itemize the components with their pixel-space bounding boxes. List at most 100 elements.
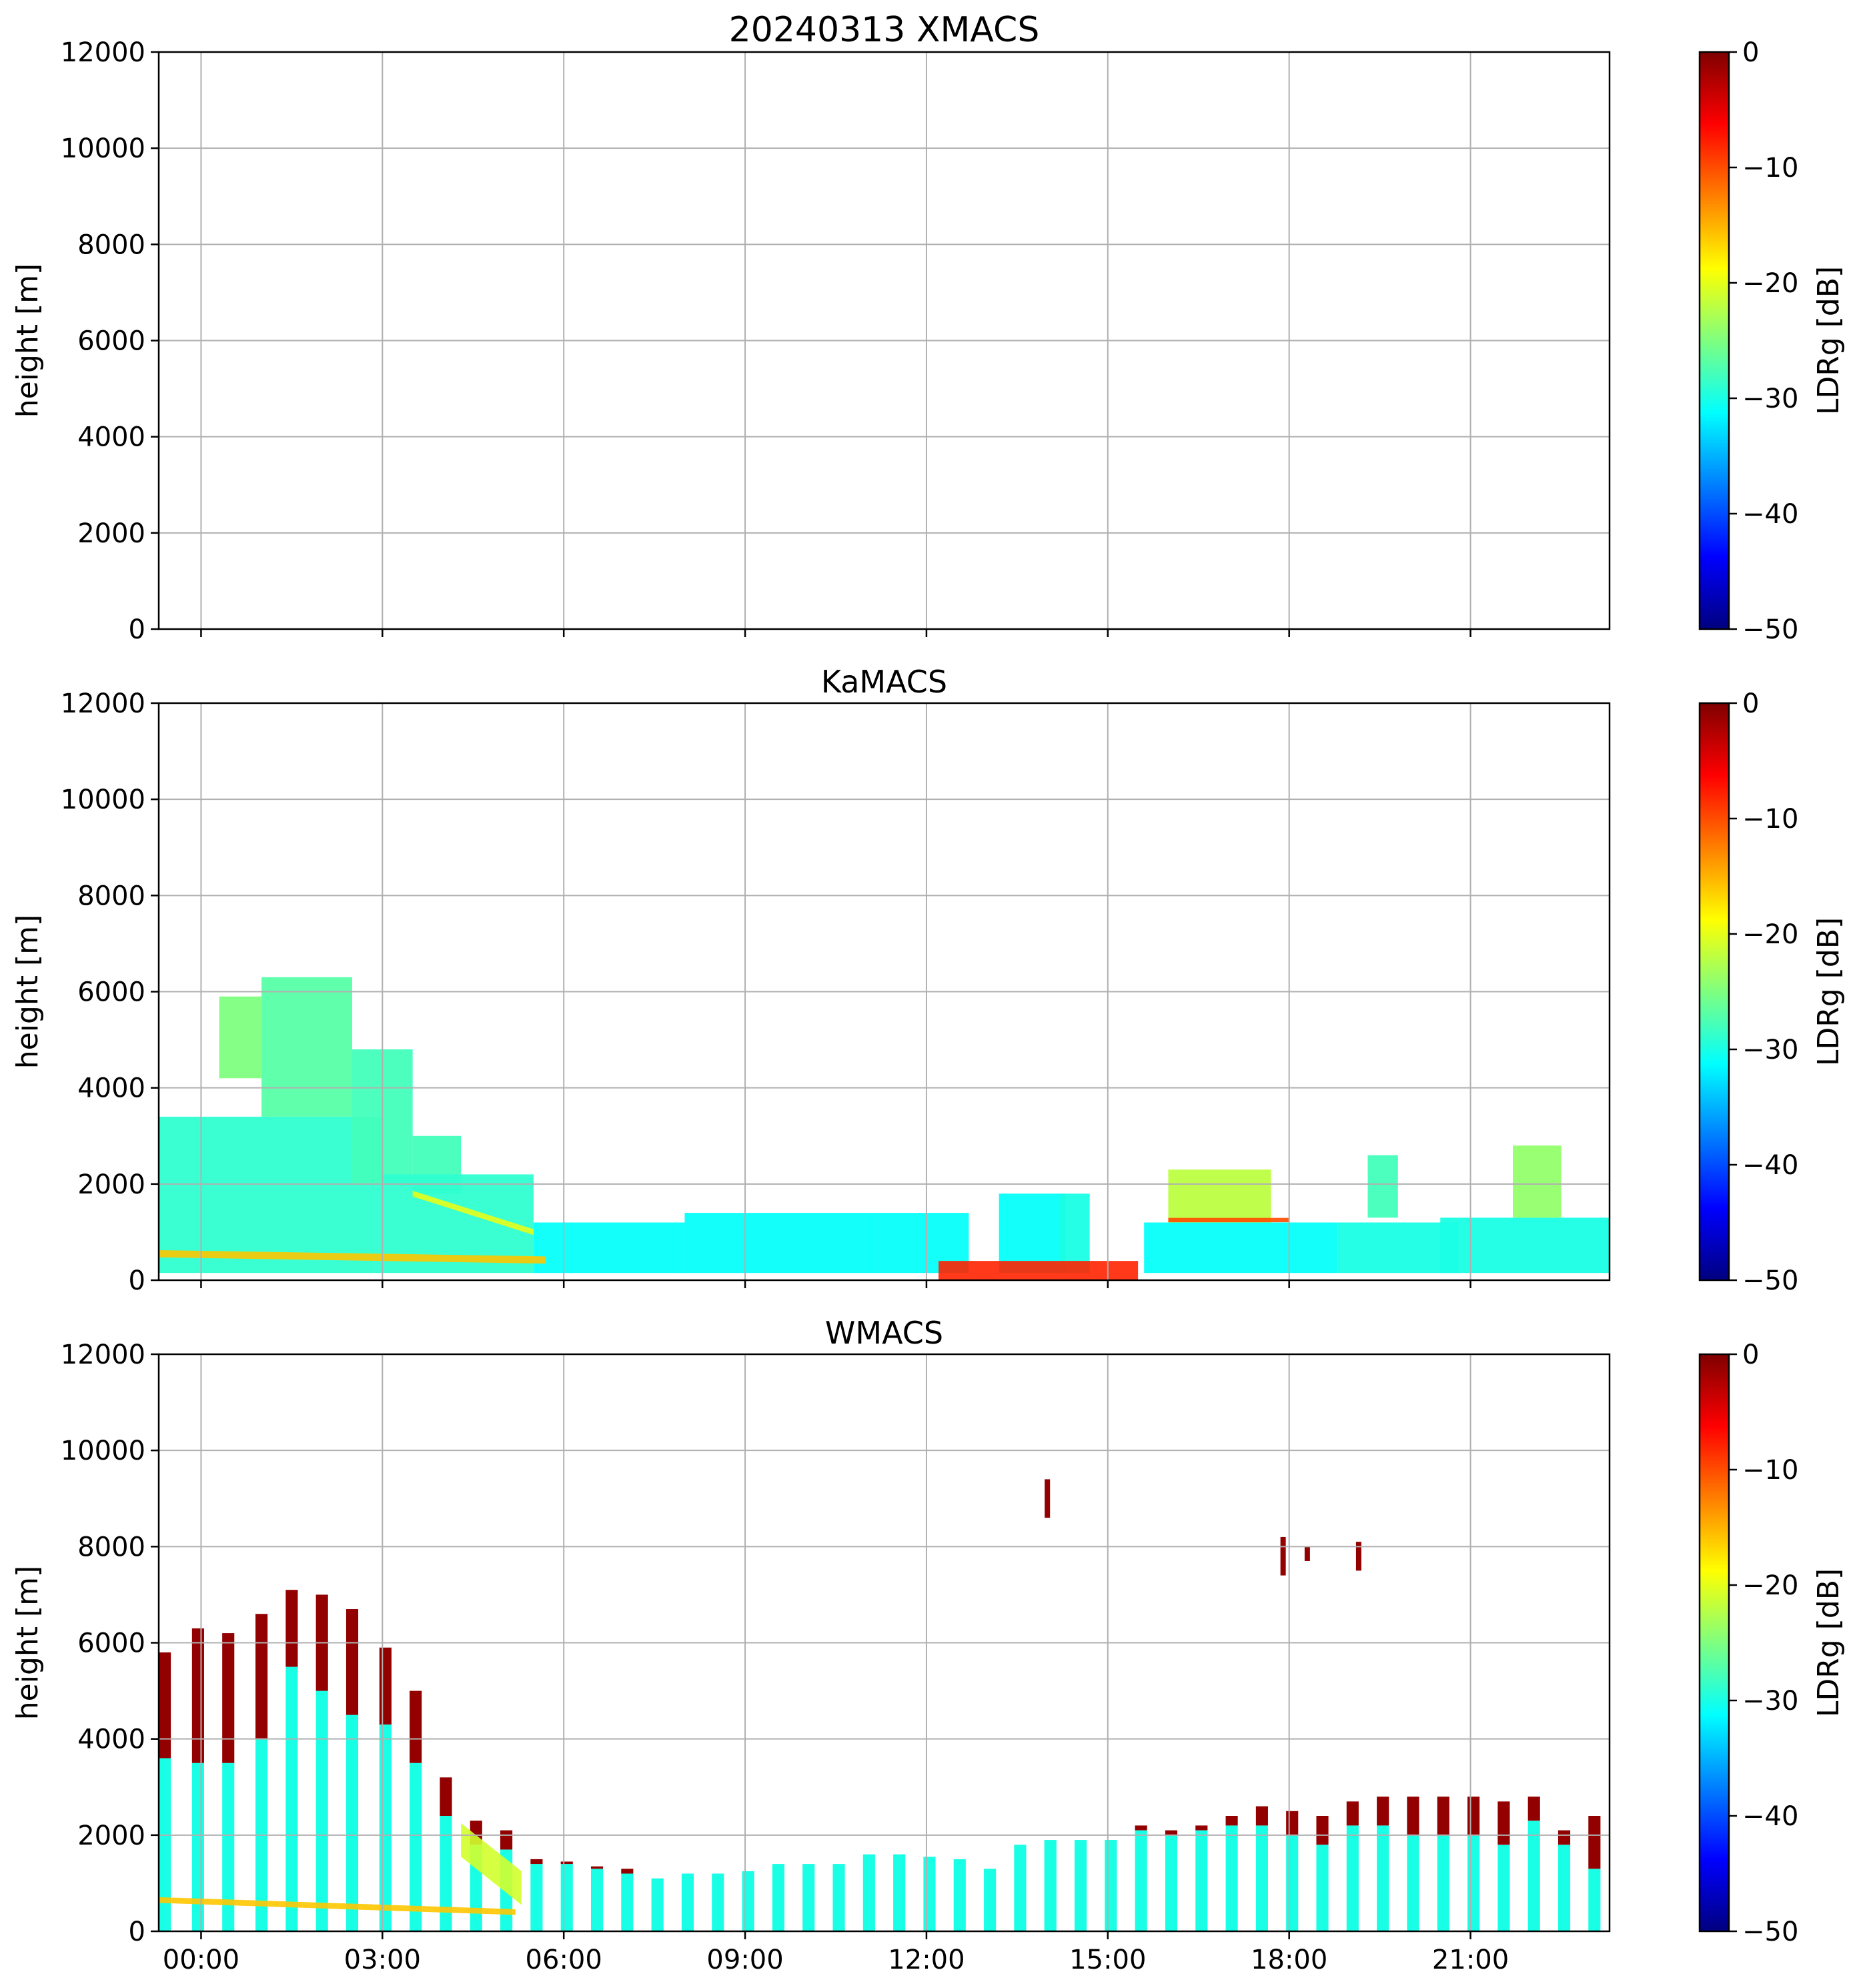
data-column-top <box>1135 1825 1147 1831</box>
data-column <box>712 1873 724 1931</box>
panel-2: 0 2000 4000 6000 8000 10000 12000 KaMACS height … <box>11 664 1846 1296</box>
y-tick-label: 8000 <box>77 881 145 911</box>
y-tick-label: 10000 <box>61 133 145 164</box>
colorbar-bar <box>1698 1353 1730 1933</box>
data-column-top <box>1165 1830 1178 1835</box>
data-column <box>862 1854 875 1931</box>
colorbar-label: LDRg [dB] <box>1812 917 1846 1066</box>
colorbar: 0 −10 −20 −30 −40 −50 LDRg [dB] <box>1698 688 1846 1296</box>
data-column <box>742 1871 754 1931</box>
colorbar-label: LDRg [dB] <box>1812 1568 1846 1717</box>
colorbar-tick-label: −30 <box>1742 1035 1798 1065</box>
colorbar: 0 −10 −20 −30 −40 −50 LDRg [dB] <box>1698 1340 1846 1947</box>
data-column-top <box>1316 1816 1329 1845</box>
x-tick-label: 06:00 <box>526 1945 602 1975</box>
x-tick-label: 00:00 <box>163 1945 239 1975</box>
data-column <box>191 1763 204 1931</box>
y-tick-label: 2000 <box>77 518 145 549</box>
data-region <box>1513 1145 1562 1218</box>
colorbar-tick-label: −10 <box>1742 1455 1798 1486</box>
data-column <box>1255 1825 1268 1931</box>
data-column-top <box>1377 1797 1389 1826</box>
data-region <box>1168 1169 1271 1223</box>
x-tick-label: 12:00 <box>888 1945 965 1975</box>
grid <box>159 51 1610 630</box>
colorbar-tick-label: −50 <box>1742 1266 1798 1296</box>
data-column <box>802 1864 815 1931</box>
data-column <box>772 1864 784 1931</box>
data-column-top <box>1558 1830 1571 1845</box>
y-tick-label: 0 <box>129 1266 145 1296</box>
data-column <box>222 1763 235 1931</box>
data-column-top <box>346 1609 359 1715</box>
data-column-top <box>1407 1797 1419 1835</box>
data-column <box>1588 1869 1601 1931</box>
x-tick-label: 15:00 <box>1069 1945 1146 1975</box>
data-column <box>1497 1845 1510 1931</box>
colorbar-tick-label: −10 <box>1742 153 1798 183</box>
panel-1: 0 2000 4000 6000 8000 10000 12000 20240313 XMAC… <box>11 10 1846 645</box>
data-column <box>1135 1830 1147 1931</box>
colorbar-tick-label: −50 <box>1742 614 1798 645</box>
data-column-top <box>222 1633 235 1763</box>
data-column <box>893 1854 906 1931</box>
y-tick-label: 8000 <box>77 1532 145 1562</box>
data-column <box>984 1869 997 1931</box>
data-column-top <box>560 1861 573 1865</box>
y-tick-label: 2000 <box>77 1169 145 1200</box>
data-column <box>1105 1840 1117 1931</box>
colorbar-tick-label: −40 <box>1742 499 1798 530</box>
data-column-top <box>1467 1797 1480 1835</box>
data-column-top <box>440 1777 452 1816</box>
data-column <box>379 1724 392 1931</box>
grid <box>159 1354 1610 1932</box>
data-column <box>1467 1835 1480 1931</box>
y-tick-label: 4000 <box>77 1073 145 1104</box>
data-band <box>412 1190 534 1235</box>
y-axis-label: height [m] <box>11 1566 45 1720</box>
colorbar-tick-label: −20 <box>1742 1570 1798 1601</box>
y-tick-label: 8000 <box>77 229 145 260</box>
data-column <box>1165 1835 1178 1931</box>
data-column-top <box>1588 1816 1601 1869</box>
data-band <box>939 1261 1139 1280</box>
panel-3: 0 2000 4000 6000 8000 10000 12000 00:00 03:00 06:… <box>11 1315 1846 1975</box>
data-column <box>1558 1845 1571 1931</box>
data-fleck <box>1280 1536 1286 1576</box>
data-region <box>999 1193 1066 1274</box>
data-column <box>1346 1825 1359 1931</box>
chart-title: WMACS <box>825 1315 943 1351</box>
data-column-top <box>1286 1811 1299 1835</box>
data-column-top <box>621 1869 634 1874</box>
data-column-top <box>1527 1797 1540 1821</box>
y-tick-label: 0 <box>129 614 145 645</box>
colorbar-tick-label: 0 <box>1742 37 1759 68</box>
y-axis-label: height [m] <box>11 264 45 418</box>
colorbar-bar <box>1698 702 1730 1282</box>
data-column-top <box>285 1590 298 1667</box>
data-column <box>159 1758 171 1931</box>
data-column-top <box>159 1652 171 1759</box>
colorbar-tick-label: −40 <box>1742 1801 1798 1832</box>
data-column <box>285 1666 298 1931</box>
data-band <box>159 1250 546 1264</box>
data-column-top <box>1497 1801 1510 1845</box>
data-column-top <box>191 1628 204 1763</box>
y-tick-label: 6000 <box>77 977 145 1008</box>
data-region <box>1440 1217 1610 1274</box>
data-fleck <box>1355 1542 1361 1571</box>
x-tick-label: 09:00 <box>706 1945 783 1975</box>
data-region <box>261 977 352 1117</box>
data-region <box>1337 1222 1459 1274</box>
chart-title: 20240313 XMACS <box>729 10 1040 50</box>
colorbar-tick-label: −40 <box>1742 1150 1798 1181</box>
data-column <box>1225 1825 1238 1931</box>
colorbar-tick-label: −10 <box>1742 804 1798 835</box>
data-column <box>681 1873 694 1931</box>
data-column <box>440 1816 452 1931</box>
colorbar: 0 −10 −20 −30 −40 −50 LDRg [dB] <box>1698 37 1846 645</box>
data-region <box>1059 1193 1090 1274</box>
data-column <box>953 1859 966 1931</box>
data-column <box>651 1878 664 1931</box>
